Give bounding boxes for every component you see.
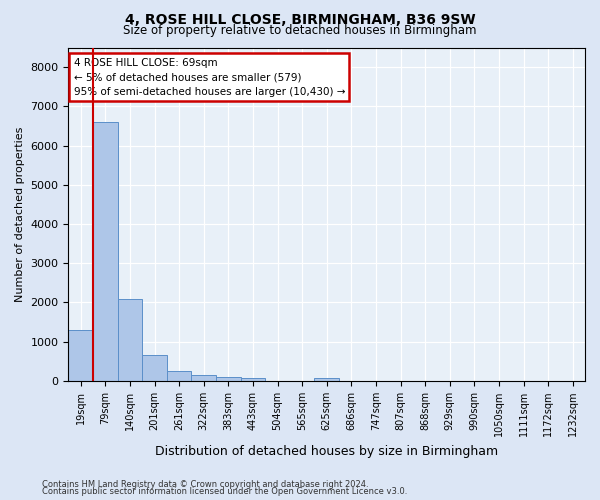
Bar (216, 376, 241, 381)
Bar (167, 370, 191, 381)
Bar (241, 378, 265, 381)
Bar (68, 330, 93, 381)
Y-axis label: Number of detached properties: Number of detached properties (15, 126, 25, 302)
Bar (142, 356, 167, 381)
X-axis label: Distribution of detached houses by size in Birmingham: Distribution of detached houses by size … (155, 444, 498, 458)
Bar (118, 300, 142, 381)
Bar (191, 375, 216, 381)
Text: Size of property relative to detached houses in Birmingham: Size of property relative to detached ho… (123, 24, 477, 37)
Bar (314, 378, 339, 381)
Text: Contains public sector information licensed under the Open Government Licence v3: Contains public sector information licen… (42, 488, 407, 496)
Bar (93, 122, 118, 381)
Text: Contains HM Land Registry data © Crown copyright and database right 2024.: Contains HM Land Registry data © Crown c… (42, 480, 368, 489)
Text: 4 ROSE HILL CLOSE: 69sqm
← 5% of detached houses are smaller (579)
95% of semi-d: 4 ROSE HILL CLOSE: 69sqm ← 5% of detache… (74, 58, 345, 97)
Text: 4, ROSE HILL CLOSE, BIRMINGHAM, B36 9SW: 4, ROSE HILL CLOSE, BIRMINGHAM, B36 9SW (125, 12, 475, 26)
